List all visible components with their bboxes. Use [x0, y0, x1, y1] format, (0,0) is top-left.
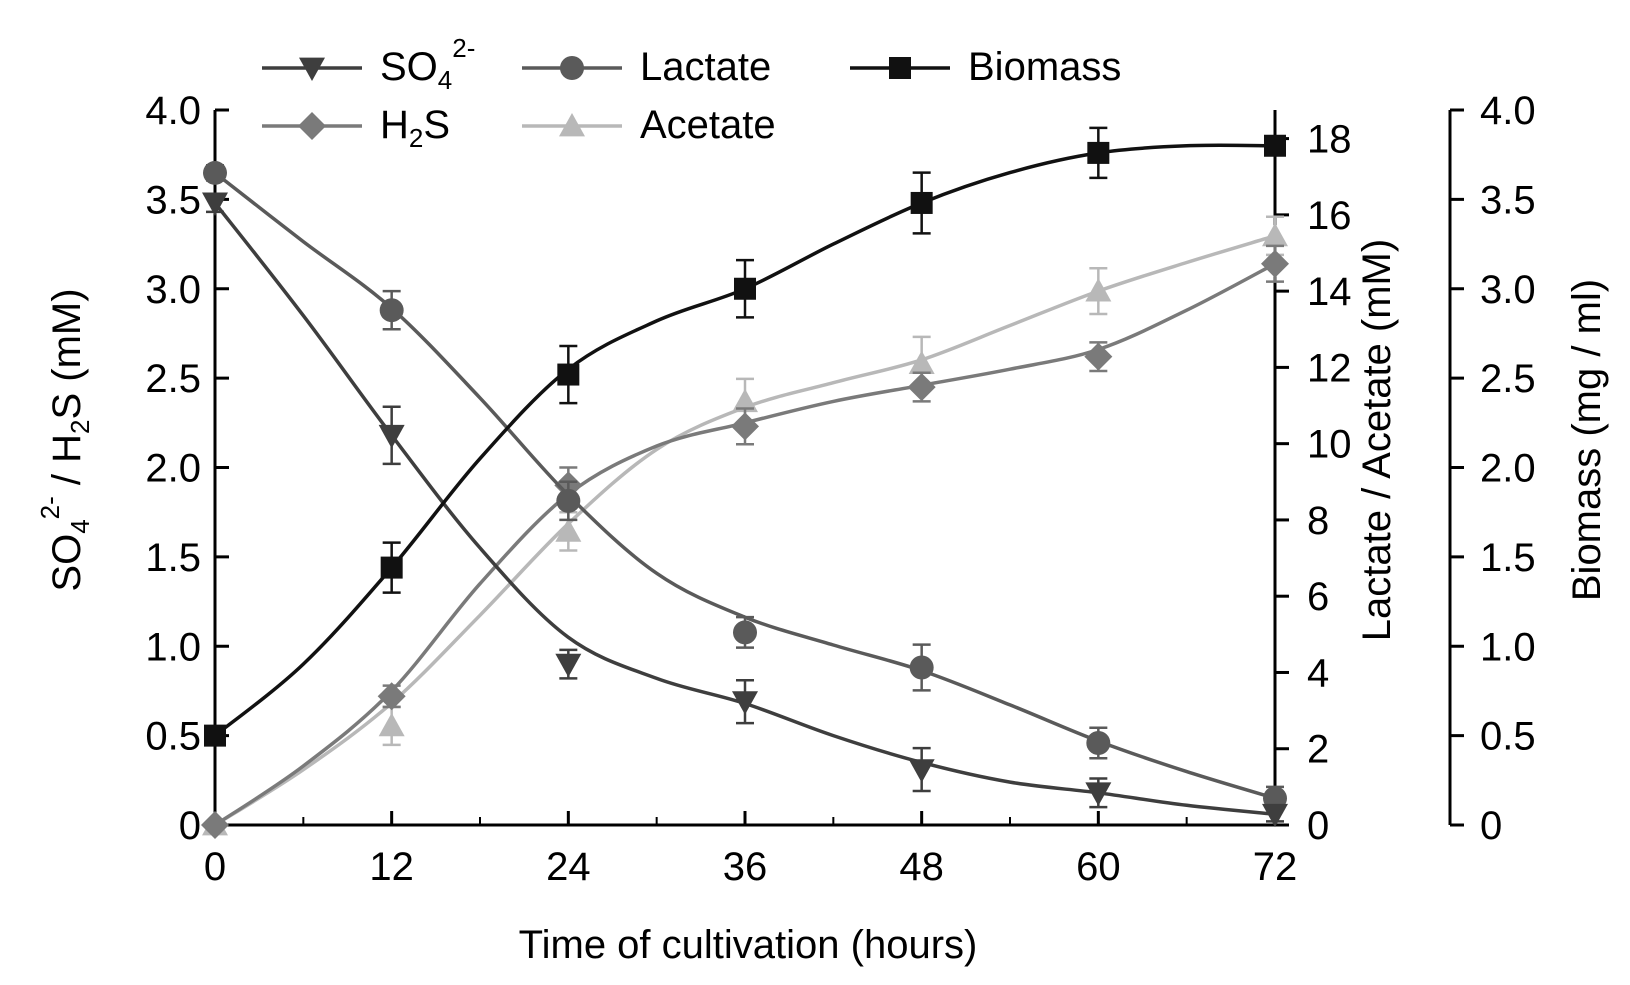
x-axis-title: Time of cultivation (hours): [519, 923, 978, 967]
y-right1-tick-label: 18: [1307, 118, 1352, 162]
legend-label-lactate: Lactate: [640, 45, 771, 89]
data-point-sulfate: [555, 653, 582, 678]
data-point-sulfate: [732, 691, 758, 715]
data-point-acetate: [555, 518, 582, 542]
y-left-tick-label: 4.0: [145, 89, 201, 133]
y-right2-tick-label: 1.0: [1480, 625, 1536, 669]
data-point-h2s: [731, 412, 759, 441]
data-point-lactate: [203, 160, 227, 185]
x-tick-label: 60: [1076, 845, 1121, 889]
y-right2-tick-label: 3.0: [1480, 268, 1536, 312]
y-right2-tick-label: 0.5: [1480, 715, 1536, 759]
data-point-biomass: [380, 556, 403, 579]
y-right2-tick-label: 2.0: [1480, 447, 1536, 491]
data-point-lactate: [909, 655, 934, 680]
y-left-tick-label: 1.5: [145, 536, 201, 580]
y-left-axis-title: SO42- / H2S (mM): [35, 288, 95, 591]
data-point-biomass: [557, 363, 580, 386]
data-point-h2s: [1084, 342, 1113, 371]
x-tick-label: 24: [546, 845, 591, 889]
data-point-lactate: [733, 620, 757, 645]
legend-marker-sulfate: [299, 57, 325, 81]
data-point-acetate: [1262, 222, 1288, 247]
y-right2-axis-title: Biomass (mg / ml): [1565, 279, 1609, 601]
y-left-tick-label: 3.0: [145, 268, 201, 312]
series-lactate: [203, 160, 1287, 811]
x-tick-label: 48: [899, 845, 944, 889]
legend-label-h2s: H2S: [380, 103, 450, 153]
x-tick-label: 0: [204, 845, 226, 889]
data-point-acetate: [732, 388, 758, 413]
series-layer: [201, 126, 1289, 839]
data-point-acetate: [908, 350, 935, 374]
legend-label-biomass: Biomass: [968, 45, 1121, 89]
y-right1-tick-label: 16: [1307, 194, 1352, 238]
y-left-title-part-1: 4: [65, 519, 95, 533]
data-point-sulfate: [908, 759, 935, 783]
y-right2-tick-label: 4.0: [1480, 89, 1536, 133]
y-left-title-part-5: S (mM): [45, 288, 89, 419]
y-left-title-part-4: 2: [65, 419, 95, 433]
y-right1-axis-title: Lactate / Acetate (mM): [1355, 239, 1399, 641]
data-point-h2s: [377, 682, 406, 711]
y-left-tick-label: 3.5: [145, 178, 201, 222]
series-sulfate: [202, 192, 1288, 828]
y-right1-tick-label: 10: [1307, 423, 1352, 467]
x-tick-label: 36: [723, 845, 768, 889]
axis-titles: Time of cultivation (hours) SO42- / H2S …: [35, 239, 1609, 967]
y-left-tick-label: 1.0: [145, 625, 201, 669]
y-right1-tick-label: 8: [1307, 499, 1329, 543]
axes: [213, 110, 1452, 827]
data-point-biomass: [1264, 134, 1286, 157]
y-right1-tick-label: 4: [1307, 651, 1329, 695]
data-point-biomass: [734, 277, 756, 300]
data-point-lactate: [556, 488, 581, 513]
data-point-h2s: [907, 373, 936, 402]
data-point-biomass: [910, 191, 933, 214]
y-right2-tick-label: 3.5: [1480, 178, 1536, 222]
y-right2-tick-label: 0: [1480, 804, 1502, 848]
data-point-sulfate: [1085, 782, 1112, 806]
legend-marker-lactate: [560, 56, 584, 80]
y-right1-tick-label: 2: [1307, 728, 1329, 772]
data-point-acetate: [1085, 278, 1112, 302]
series-biomass: [204, 126, 1286, 747]
y-left-tick-label: 0.5: [145, 715, 201, 759]
y-right1-tick-label: 6: [1307, 575, 1329, 619]
data-point-sulfate: [378, 424, 405, 449]
legend-marker-h2s: [298, 112, 326, 140]
series-line-h2s: [214, 262, 1276, 827]
data-point-biomass: [1087, 141, 1110, 164]
data-point-acetate: [378, 712, 405, 737]
tick-labels: 0 12 24 36 48 60 7200.51.01.52.02.53.03.54.002…: [145, 89, 1535, 889]
x-tick-label: 12: [369, 845, 414, 889]
y-right2-tick-label: 1.5: [1480, 536, 1536, 580]
data-point-sulfate: [1262, 803, 1288, 828]
legend-marker-acetate: [559, 113, 585, 137]
data-point-h2s: [201, 811, 229, 839]
legend-label-sulfate: SO42-: [380, 33, 475, 95]
x-tick-label: 72: [1253, 845, 1298, 889]
y-left-tick-label: 2.5: [145, 357, 201, 401]
y-right1-tick-label: 12: [1307, 346, 1352, 390]
series-h2s: [201, 244, 1289, 839]
series-line-acetate: [214, 234, 1276, 827]
y-right2-tick-label: 2.5: [1480, 357, 1536, 401]
y-right1-tick-label: 0: [1307, 804, 1329, 848]
data-point-lactate: [379, 298, 404, 323]
data-point-sulfate: [202, 192, 228, 216]
y-left-title-part-2: 2-: [35, 496, 65, 519]
y-left-title-part-3: / H: [45, 434, 89, 496]
data-point-h2s: [1261, 249, 1289, 278]
data-point-lactate: [1086, 731, 1111, 756]
y-left-tick-label: 0: [179, 804, 201, 848]
y-right1-tick-label: 14: [1307, 270, 1352, 314]
y-left-title-part-0: SO: [45, 534, 89, 592]
legend: SO42- H2S Lactate Acetate Biomass: [262, 33, 1121, 153]
legend-marker-biomass: [889, 57, 911, 79]
data-point-biomass: [204, 724, 226, 747]
legend-label-acetate: Acetate: [640, 103, 776, 147]
y-left-tick-label: 2.0: [145, 447, 201, 491]
